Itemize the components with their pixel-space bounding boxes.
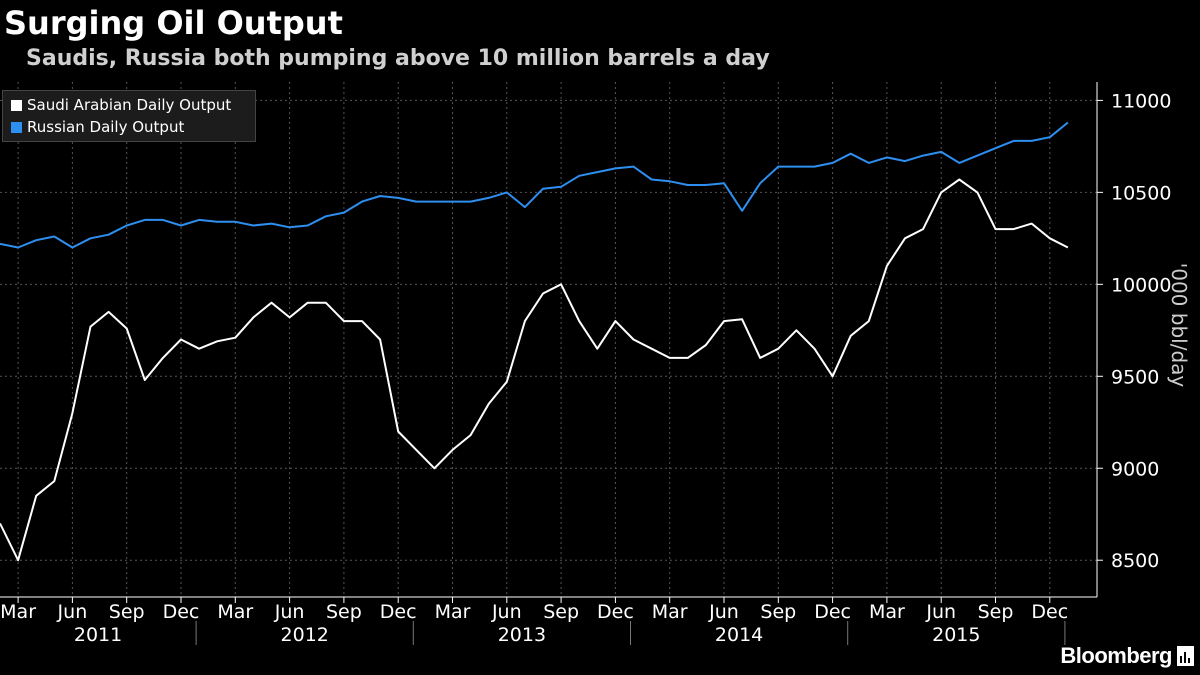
axes (0, 82, 1200, 675)
grid-lines (0, 82, 1097, 597)
x-tick-label: Dec (163, 601, 200, 623)
x-tick-label: Sep (326, 601, 362, 623)
chart-subtitle: Saudis, Russia both pumping above 10 mil… (26, 46, 770, 71)
year-label: 2014 (715, 624, 763, 646)
x-tick-label: Sep (978, 601, 1014, 623)
x-tick-label: Mar (217, 601, 253, 623)
x-tick-label: Sep (543, 601, 579, 623)
x-tick-label: Jun (708, 601, 739, 623)
y-tick-label: 10500 (1111, 182, 1171, 204)
series-lines (0, 121, 1069, 562)
chart-title: Surging Oil Output (4, 4, 343, 42)
bloomberg-logo: Bloomberg (1060, 643, 1194, 669)
y-tick-label: 9500 (1111, 366, 1159, 388)
legend-label-russia: Russian Daily Output (27, 118, 185, 136)
y-tick-label: 11000 (1111, 90, 1171, 112)
x-tick-label: Sep (109, 601, 145, 623)
x-tick-label: Mar (435, 601, 471, 623)
x-tick-label: Jun (57, 601, 88, 623)
legend-label-saudi: Saudi Arabian Daily Output (27, 96, 232, 114)
x-tick-label: Dec (1031, 601, 1068, 623)
x-tick-label: Jun (274, 601, 305, 623)
y-tick-label: 9000 (1111, 458, 1159, 480)
legend-swatch-russia (11, 121, 22, 133)
x-tick-label: Dec (814, 601, 851, 623)
x-tick-label: Mar (652, 601, 688, 623)
legend-swatch-saudi (11, 99, 22, 111)
y-tick-label: 10000 (1111, 274, 1171, 296)
legend-item-russia: Russian Daily Output (11, 116, 255, 138)
saudi-output-line (0, 178, 1069, 562)
russia-output-line (0, 121, 1069, 249)
x-tick-label: Dec (597, 601, 634, 623)
legend: Saudi Arabian Daily Output Russian Daily… (2, 90, 256, 142)
legend-item-saudi: Saudi Arabian Daily Output (11, 94, 255, 116)
year-label: 2011 (74, 624, 122, 646)
x-tick-label: Dec (380, 601, 417, 623)
tick-labels: 8500 9000 9500 10000 10500 11000 Mar Jun Sep Dec M… (0, 90, 1171, 646)
footer-band (0, 647, 1200, 675)
y-axis-label: '000 bbl/day (1167, 263, 1191, 388)
year-label: 2013 (498, 624, 546, 646)
bloomberg-mark-icon (1177, 646, 1194, 666)
x-tick-label: Mar (0, 601, 36, 623)
year-label: 2012 (281, 624, 329, 646)
x-tick-label: Mar (869, 601, 905, 623)
logo-text: Bloomberg (1060, 643, 1172, 668)
x-tick-label: Jun (925, 601, 956, 623)
year-label: 2015 (932, 624, 980, 646)
x-tick-label: Sep (760, 601, 796, 623)
x-tick-label: Jun (491, 601, 522, 623)
y-tick-label: 8500 (1111, 550, 1159, 572)
